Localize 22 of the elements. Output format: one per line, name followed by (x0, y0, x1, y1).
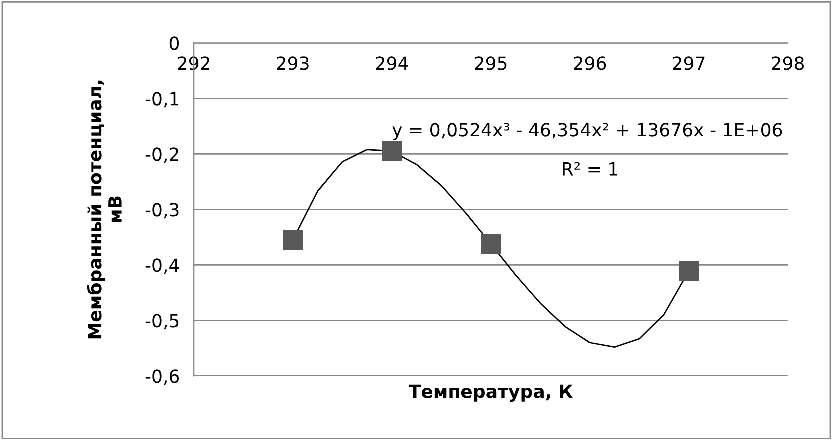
x-tick-label: 292 (178, 56, 210, 70)
x-axis-title: Температура, К (408, 384, 573, 402)
y-tick-label: -0,3 (146, 203, 179, 219)
x-tick-label: 296 (574, 56, 606, 70)
point (283, 230, 304, 250)
x-tick-label: 295 (475, 56, 507, 70)
y-tick-label: -0,4 (146, 258, 180, 274)
x-tick-label: 294 (376, 56, 408, 70)
y-tick-label: -0,5 (146, 314, 179, 330)
point (382, 141, 402, 162)
y-tick-label: -0,1 (146, 92, 179, 108)
y-tick-label: 0 (170, 36, 179, 50)
point (481, 234, 502, 254)
annotation: y = 0,0524x³ - 46,354x² + 13676x - 1E+06 (392, 123, 782, 140)
y-axis-title: Мембранный потенциал, мВ (87, 80, 122, 339)
y-tick-label: -0,6 (146, 370, 180, 386)
point (679, 261, 700, 282)
x-tick-label: 293 (277, 56, 309, 70)
annotation: R² = 1 (563, 162, 618, 176)
x-tick-label: 298 (772, 56, 804, 70)
x-tick-label: 297 (673, 56, 705, 70)
y-tick-label: -0,2 (146, 148, 178, 164)
